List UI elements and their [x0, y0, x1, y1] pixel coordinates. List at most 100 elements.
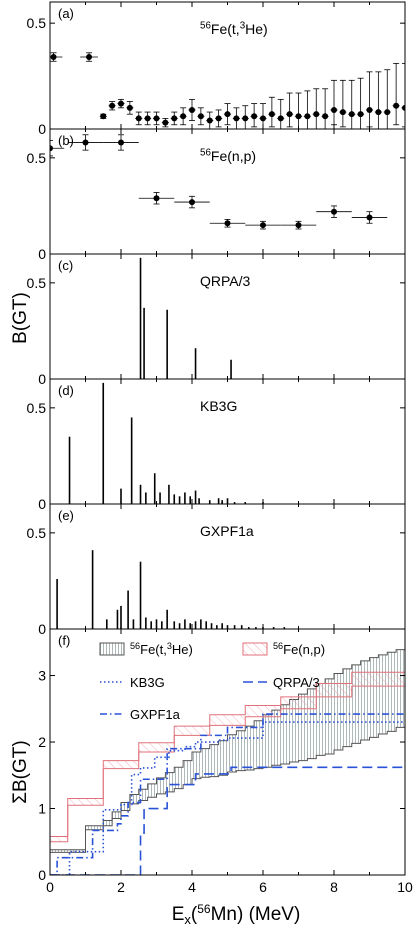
marker [348, 111, 355, 118]
marker [313, 111, 320, 118]
marker [206, 117, 213, 124]
data-point [223, 103, 232, 126]
y-tick-label: 0.5 [27, 150, 47, 166]
y-tick-label: 0 [38, 496, 46, 512]
data-point [67, 134, 104, 151]
legend-label-np: 56Fe(n,p) [273, 641, 325, 657]
marker [384, 109, 391, 116]
data-point [286, 92, 294, 128]
data-point [365, 71, 374, 128]
data-point [339, 79, 347, 128]
marker [242, 115, 249, 122]
marker [153, 115, 160, 122]
data-point [117, 98, 125, 109]
data-point [108, 101, 116, 111]
data-point [316, 205, 352, 218]
kb3g-line [50, 721, 405, 875]
marker [295, 222, 302, 229]
panel-tag: (d) [58, 383, 74, 398]
data-point [357, 77, 365, 129]
data-point [138, 192, 175, 205]
data-point [170, 111, 178, 126]
x-tick-label: 6 [259, 879, 267, 895]
marker [171, 115, 178, 122]
legend-label-qrpa: QRPA/3 [273, 675, 320, 690]
data-point [348, 79, 356, 129]
marker [50, 145, 53, 152]
x-tick-label: 10 [397, 879, 413, 895]
y-tick-label: 0.5 [27, 15, 47, 31]
data-point [50, 52, 63, 62]
marker [251, 113, 258, 120]
data-point [99, 113, 107, 120]
data-point [144, 111, 152, 126]
plot-area [50, 52, 405, 129]
data-point [392, 62, 400, 126]
legend-label-kb3g: KB3G [130, 675, 165, 690]
panel-c: 0 0.5 (c) QRPA/3 [27, 253, 406, 387]
data-point [374, 71, 382, 129]
marker [393, 102, 400, 109]
data-point [268, 96, 276, 128]
y-tick-label: 0.5 [27, 275, 47, 291]
legend: 56Fe(t,3He) 56Fe(n,p) KB3G QRPA/3 GXPF1a [99, 641, 325, 722]
panel-label: KB3G [200, 398, 237, 414]
marker [215, 115, 222, 122]
marker [197, 113, 204, 120]
plot-area [50, 646, 405, 875]
panel-tag: (a) [58, 6, 74, 21]
data-point [188, 98, 196, 121]
plot-area [139, 257, 232, 379]
panel-tag: (c) [58, 258, 73, 273]
marker [260, 115, 266, 122]
data-point [250, 103, 258, 128]
x-tick-label: 0 [46, 879, 54, 895]
marker [402, 104, 405, 111]
marker [295, 113, 302, 120]
data-point [179, 107, 187, 126]
x-tick-label: 8 [330, 879, 338, 895]
marker [100, 113, 107, 120]
gxpf1a-line [50, 713, 405, 875]
panel-label: QRPA/3 [200, 273, 251, 289]
marker [86, 54, 93, 61]
data-point [161, 118, 169, 128]
y-tick-label: 0.5 [27, 400, 47, 416]
marker [322, 113, 329, 120]
data-point [103, 134, 139, 151]
marker [118, 100, 124, 107]
marker [277, 115, 284, 122]
panel-label: 56Fe(n,p) [200, 147, 256, 164]
panel-a: 0 0.5 (a) 56Fe(t,3He) [27, 1, 406, 137]
y-tick-label: 0.5 [27, 525, 47, 541]
panel-tag: (b) [58, 133, 74, 148]
marker [50, 54, 57, 61]
data-point [280, 220, 317, 230]
marker [366, 106, 373, 113]
legend-swatch-tHe3 [99, 642, 125, 656]
panel-b: 0 0.5 (b) 56Fe(n,p) [27, 128, 406, 262]
tHe3-lower [50, 723, 405, 853]
marker [366, 214, 373, 221]
data-point [232, 107, 240, 129]
y-tick-label: 3 [38, 668, 46, 684]
marker [304, 113, 311, 120]
panel-tag: (e) [58, 508, 74, 523]
y-tick-label: 0 [38, 621, 46, 637]
marker [260, 222, 266, 229]
marker [118, 139, 124, 146]
data-point [303, 90, 311, 129]
qrpa-line [50, 766, 405, 875]
marker [339, 109, 346, 116]
data-point [294, 92, 303, 129]
marker [286, 111, 293, 118]
ylabel-bgt: B(GT) [10, 292, 31, 344]
data-point [174, 195, 210, 209]
x-tick-label: 4 [188, 879, 196, 895]
marker [224, 220, 231, 227]
data-point [330, 79, 338, 126]
marker [268, 111, 275, 118]
xlabel: Ex(56Mn) (MeV) [172, 902, 301, 927]
data-point [351, 211, 388, 224]
data-point [312, 88, 320, 129]
